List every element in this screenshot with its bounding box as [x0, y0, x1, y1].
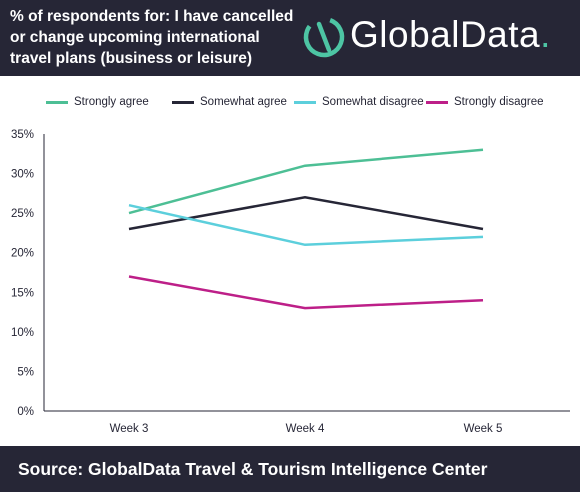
y-tick-label: 10%: [11, 327, 34, 339]
legend-swatch: [172, 101, 194, 104]
x-tick-label: Week 4: [286, 423, 325, 435]
legend-swatch: [294, 101, 316, 104]
globaldata-logo: GlobalData.: [302, 8, 572, 68]
y-tick-label: 30%: [11, 169, 34, 181]
legend-label: Strongly disagree: [454, 96, 544, 108]
y-tick-label: 25%: [11, 208, 34, 220]
source-note: Source: GlobalData Travel & Tourism Inte…: [18, 459, 488, 479]
y-tick-label: 35%: [11, 129, 34, 141]
series-line: [128, 148, 484, 215]
legend-label: Somewhat disagree: [322, 96, 424, 108]
line-chart: 0% 5% 10% 15% 20% 25% 30% 35% Week 3 Week 4 Week 5: [0, 118, 580, 448]
chart-title: % of respondents for: I have cancelled o…: [10, 8, 294, 67]
y-tick-label: 5%: [17, 366, 34, 378]
globaldata-logo-icon: [303, 16, 345, 58]
header-banner: % of respondents for: I have cancelled o…: [0, 0, 580, 76]
series-line: [128, 203, 484, 247]
legend-swatch: [426, 101, 448, 104]
legend-label: Somewhat agree: [200, 96, 287, 108]
x-tick-label: Week 3: [110, 423, 149, 435]
legend-swatch: [46, 101, 68, 104]
y-tick-label: 0%: [17, 406, 34, 418]
y-tick-label: 20%: [11, 248, 34, 260]
x-tick-label: Week 5: [464, 423, 503, 435]
footer-banner: Source: GlobalData Travel & Tourism Inte…: [0, 446, 580, 492]
y-tick-label: 15%: [11, 287, 34, 299]
globaldata-logo-text: GlobalData.: [350, 14, 551, 55]
series-line: [128, 196, 484, 231]
series-line: [128, 275, 484, 310]
legend-label: Strongly agree: [74, 96, 149, 108]
chart-canvas: 0% 5% 10% 15% 20% 25% 30% 35% Week 3 Week 4 Week 5: [11, 129, 570, 435]
